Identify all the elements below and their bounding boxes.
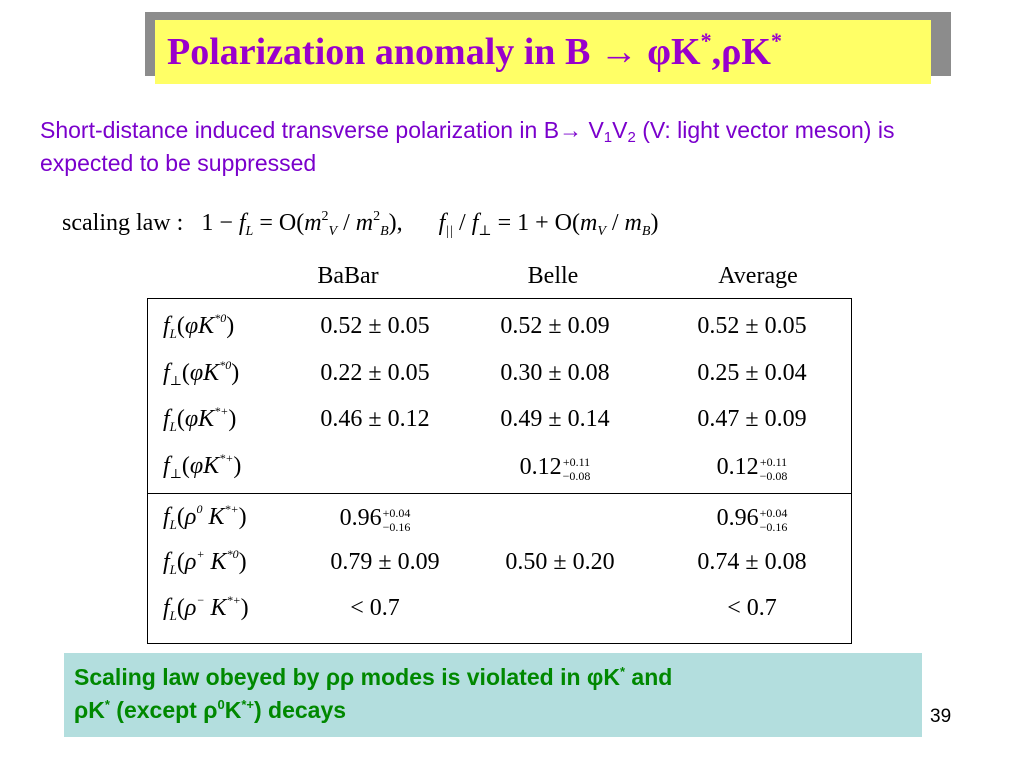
row-quantity: fL(ρ+ K*0): [163, 547, 247, 577]
table-row: fL(ρ+ K*0) 0.79 ± 0.09 0.50 ± 0.20 0.74 …: [0, 542, 1024, 582]
babar-value: 0.52 ± 0.05: [320, 313, 430, 339]
belle-value: 0.50 ± 0.20: [505, 549, 615, 575]
table-row: fL(ρ− K*+) < 0.7 < 0.7: [0, 588, 1024, 628]
row-quantity: f⊥(φK*0): [163, 358, 240, 388]
row-quantity: fL(ρ0 K*+): [163, 502, 247, 532]
table-row: fL(ρ0 K*+) 0.96 +0.04 −0.16 0.96 +0.04 −0.16: [0, 497, 1024, 537]
conclusion-box: Scaling law obeyed by ρρ modes is violat…: [64, 653, 922, 737]
average-value: 0.96 +0.04 −0.16: [716, 505, 788, 534]
table-row: f⊥(φK*+) 0.12 +0.11 −0.08 0.12 +0.11 −0.08: [0, 446, 1024, 486]
average-value: 0.25 ± 0.04: [697, 360, 807, 386]
average-value: 0.52 ± 0.05: [697, 313, 807, 339]
babar-value: 0.22 ± 0.05: [320, 360, 430, 386]
average-value: 0.12 +0.11 −0.08: [716, 454, 788, 483]
formula-label: scaling law :: [62, 210, 184, 236]
intro-text: Short-distance induced transverse polari…: [40, 117, 895, 176]
results-table: [147, 298, 852, 644]
table-row: fL(φK*+) 0.46 ± 0.12 0.49 ± 0.14 0.47 ± …: [0, 399, 1024, 439]
column-header-babar: BaBar: [317, 263, 379, 289]
scaling-law-formula: scaling law : 1 − fL = O(m2V / m2B), f||…: [62, 209, 659, 239]
page-number: 39: [930, 706, 952, 727]
average-value: 0.47 ± 0.09: [697, 406, 807, 432]
row-quantity: fL(ρ− K*+): [163, 593, 249, 623]
column-header-belle: Belle: [527, 263, 579, 289]
babar-value: < 0.7: [350, 595, 400, 621]
babar-value: 0.96 +0.04 −0.16: [339, 505, 411, 534]
table-row: fL(φK*0) 0.52 ± 0.05 0.52 ± 0.09 0.52 ± …: [0, 306, 1024, 346]
row-quantity: f⊥(φK*+): [163, 451, 242, 481]
belle-value: 0.49 ± 0.14: [500, 406, 610, 432]
belle-value: 0.12 +0.11 −0.08: [519, 454, 591, 483]
belle-value: 0.30 ± 0.08: [500, 360, 610, 386]
babar-value: 0.46 ± 0.12: [320, 406, 430, 432]
average-value: 0.74 ± 0.08: [697, 549, 807, 575]
belle-value: 0.52 ± 0.09: [500, 313, 610, 339]
row-quantity: fL(φK*+): [163, 404, 237, 434]
column-header-average: Average: [718, 263, 798, 289]
row-quantity: fL(φK*0): [163, 311, 235, 341]
table-divider: [147, 493, 852, 494]
average-value: < 0.7: [727, 595, 777, 621]
babar-value: 0.79 ± 0.09: [330, 549, 440, 575]
slide-title: Polarization anomaly in B → φK*,ρK*: [155, 20, 931, 84]
table-row: f⊥(φK*0) 0.22 ± 0.05 0.30 ± 0.08 0.25 ± …: [0, 353, 1024, 393]
